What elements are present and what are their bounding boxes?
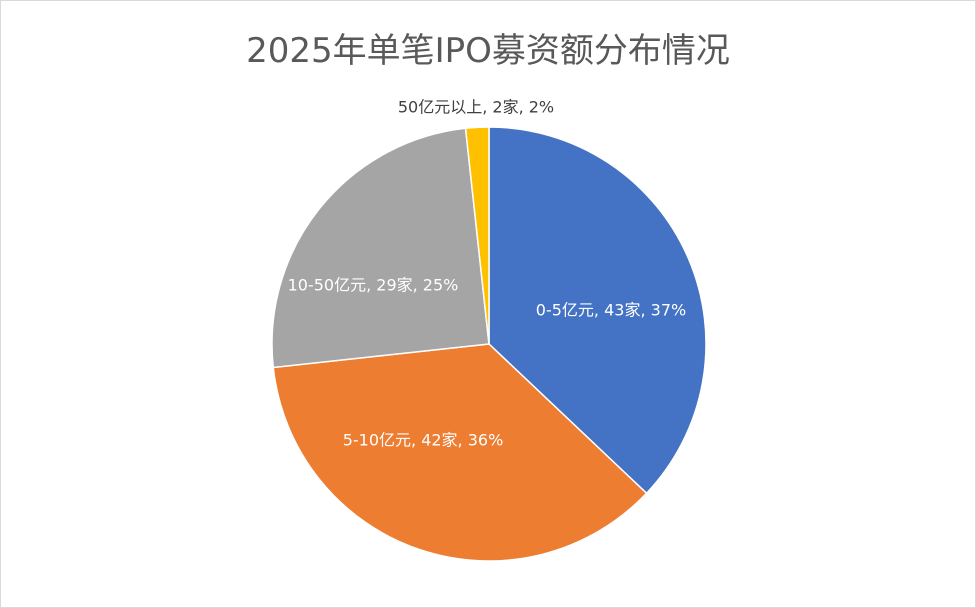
data-label-1: 5-10亿元, 42家, 36% bbox=[343, 431, 504, 450]
data-label-3: 50亿元以上, 2家, 2% bbox=[398, 98, 554, 117]
data-label-0: 0-5亿元, 43家, 37% bbox=[536, 301, 686, 320]
pie-slice-0 bbox=[488, 126, 707, 495]
data-label-2: 10-50亿元, 29家, 25% bbox=[288, 276, 459, 295]
pie-slice-3 bbox=[464, 126, 490, 345]
chart-title: 2025年单笔IPO募资额分布情况 bbox=[246, 31, 730, 71]
pie-slice-1 bbox=[272, 343, 648, 562]
pie-slice-2 bbox=[271, 127, 490, 369]
